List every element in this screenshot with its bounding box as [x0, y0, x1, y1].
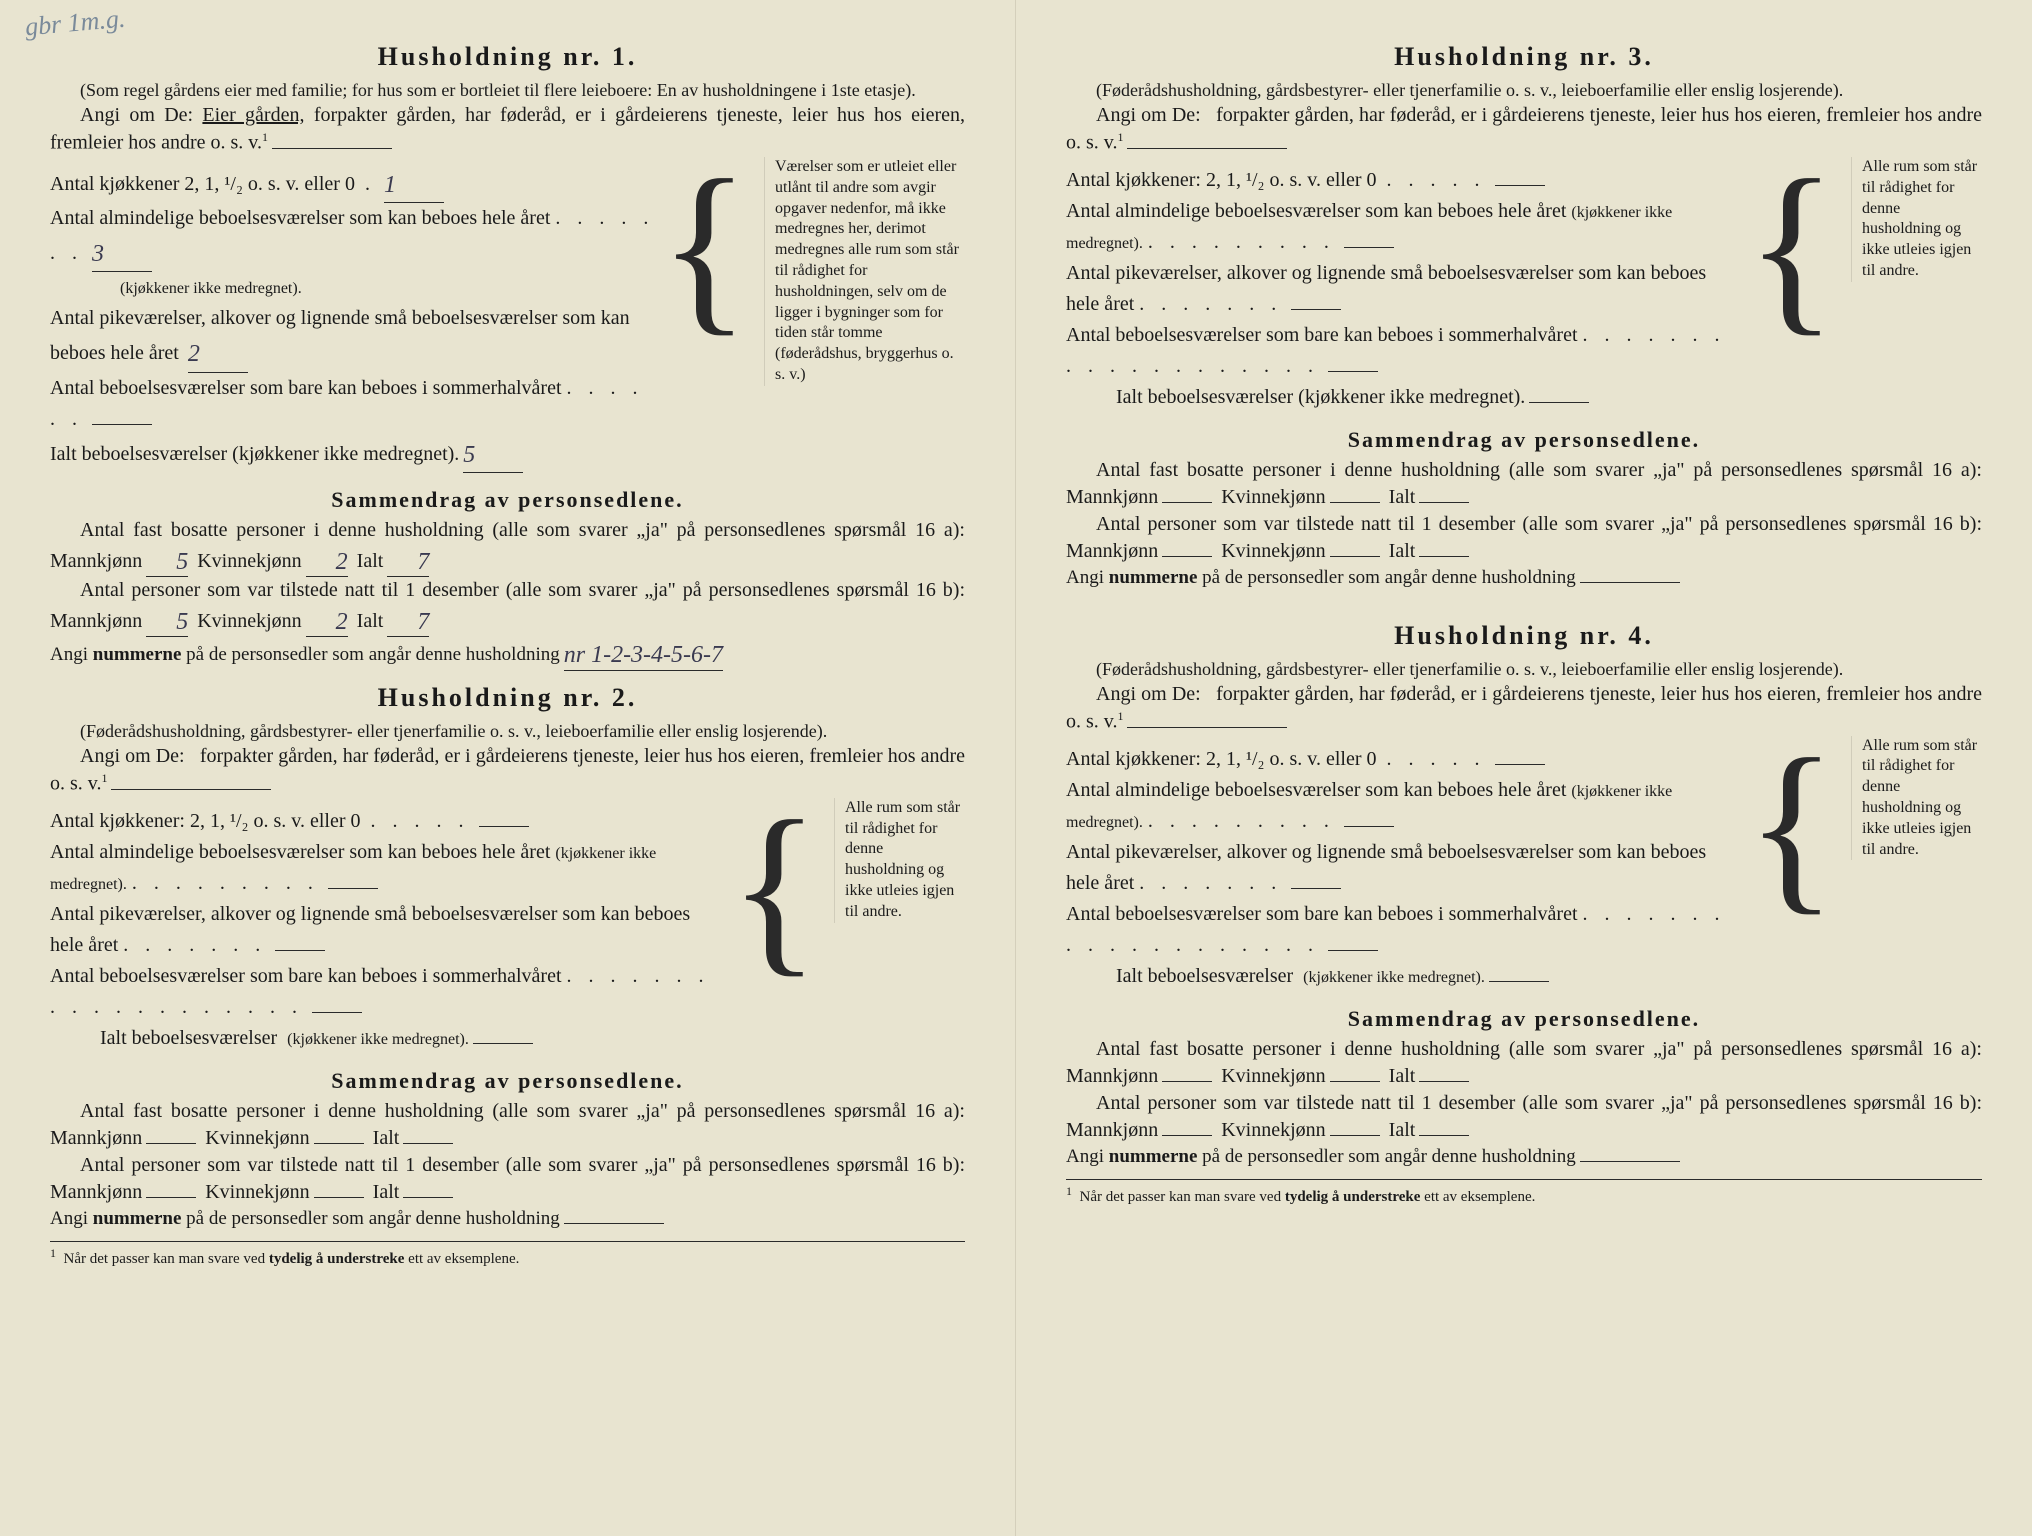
angi-blank-4[interactable] — [1127, 727, 1287, 728]
rooms-year-note: (kjøkkener ikke medregnet). — [120, 280, 302, 297]
nummerne-1: Angi nummerne på de personsedler som ang… — [50, 637, 965, 670]
household-4-title: Husholdning nr. 4. — [1066, 621, 1982, 651]
ialt-label-3: Ialt beboelsesværelser (kjøkkener ikke m… — [1116, 382, 1525, 413]
tilstede-3: Antal personer som var tilstede natt til… — [1066, 511, 1982, 565]
ialt-label-2: Ialt beboelsesværelser — [100, 1023, 277, 1054]
angi-blank-3[interactable] — [1127, 148, 1287, 149]
blank[interactable] — [328, 888, 378, 889]
kitchens-val: 1 — [384, 172, 396, 198]
sup1: 1 — [262, 130, 268, 144]
footnote-right: 1 Når det passer kan man svare ved tydel… — [1066, 1179, 1982, 1206]
rooms-year-label-2: Antal almindelige beboelsesværelser som … — [50, 841, 550, 863]
intro-paren-1: (Som regel gårdens eier med familie; for… — [50, 78, 965, 102]
sammendrag-2: Sammendrag av personsedlene. — [50, 1068, 965, 1094]
summer-blank[interactable] — [92, 424, 152, 425]
summer-label-3: Antal beboelsesværelser som bare kan beb… — [1066, 324, 1578, 346]
blank[interactable] — [1489, 981, 1549, 982]
margin-note: gbr 1m.g. — [24, 4, 127, 43]
fast-bosatte-3: Antal fast bosatte personer i denne hush… — [1066, 457, 1982, 511]
blank[interactable] — [312, 1012, 362, 1013]
blank[interactable] — [1291, 309, 1341, 310]
blank[interactable] — [1495, 764, 1545, 765]
blank[interactable] — [1328, 371, 1378, 372]
angi-underlined: Eier gården, — [202, 104, 304, 126]
footnote-left: 1 Når det passer kan man svare ved tydel… — [50, 1241, 965, 1268]
blank[interactable] — [1291, 888, 1341, 889]
bracket-icon: { — [659, 157, 750, 338]
tilstede-2: Antal personer som var tilstede natt til… — [50, 1152, 965, 1206]
ialt-label-4: Ialt beboelsesværelser — [1116, 961, 1293, 992]
ialt-val: 5 — [463, 442, 475, 468]
blank[interactable] — [1328, 950, 1378, 951]
tilstede-1: Antal personer som var tilstede natt til… — [50, 577, 965, 637]
bracket-icon: { — [1746, 157, 1837, 338]
summer-label: Antal beboelsesværelser som bare kan beb… — [50, 377, 562, 399]
angi-row-4: Angi om De: forpakter gården, har føderå… — [1066, 681, 1982, 736]
kitchens-label-2: Antal kjøkkener: 2, 1, ¹/₂ o. s. v. elle… — [50, 806, 361, 837]
rooms-year-label-3: Antal almindelige beboelsesværelser som … — [1066, 200, 1566, 222]
side-note-4: Alle rum som står til rådighet for denne… — [1851, 736, 1982, 861]
household-2-title: Husholdning nr. 2. — [50, 683, 965, 713]
intro-paren-4: (Føderådshusholdning, gårdsbestyrer- ell… — [1066, 657, 1982, 681]
blank[interactable] — [1529, 402, 1589, 403]
ialt-label: Ialt beboelsesværelser (kjøkkener ikke m… — [50, 439, 459, 470]
kitchens-label: Antal kjøkkener 2, 1, ¹/₂ o. s. v. eller… — [50, 169, 355, 200]
tilstede-4: Antal personer som var tilstede natt til… — [1066, 1090, 1982, 1144]
angi-row-3: Angi om De: forpakter gården, har føderå… — [1066, 102, 1982, 157]
angi-blank[interactable] — [272, 148, 392, 149]
sammendrag-1: Sammendrag av personsedlene. — [50, 487, 965, 513]
summer-label-4: Antal beboelsesværelser som bare kan beb… — [1066, 903, 1578, 925]
side-note-3: Alle rum som står til rådighet for denne… — [1851, 157, 1982, 282]
nummerne-3: Angi nummerne på de personsedler som ang… — [1066, 565, 1982, 591]
side-note-2: Alle rum som står til rådighet for denne… — [834, 798, 965, 923]
angi-label: Angi om De: — [80, 104, 193, 126]
blank[interactable] — [473, 1043, 533, 1044]
intro-paren-2: (Føderådshusholdning, gårdsbestyrer- ell… — [50, 719, 965, 743]
sammendrag-3: Sammendrag av personsedlene. — [1066, 427, 1982, 453]
blank[interactable] — [1344, 247, 1394, 248]
intro-paren-3: (Føderådshusholdning, gårdsbestyrer- ell… — [1066, 78, 1982, 102]
angi-row-2: Angi om De: forpakter gården, har føderå… — [50, 743, 965, 798]
rooms-year-val: 3 — [92, 241, 104, 267]
nummerne-2: Angi nummerne på de personsedler som ang… — [50, 1206, 965, 1232]
household-3-title: Husholdning nr. 3. — [1066, 42, 1982, 72]
angi-blank-2[interactable] — [111, 789, 271, 790]
kitchens-label-3: Antal kjøkkener: 2, 1, ¹/₂ o. s. v. elle… — [1066, 165, 1377, 196]
blank[interactable] — [275, 950, 325, 951]
rooms-year-label: Antal almindelige beboelsesværelser som … — [50, 207, 550, 229]
pike-val: 2 — [188, 341, 200, 367]
blank[interactable] — [479, 826, 529, 827]
angi-row-1: Angi om De: Eier gården, forpakter gårde… — [50, 102, 965, 157]
fast-bosatte-2: Antal fast bosatte personer i denne hush… — [50, 1098, 965, 1152]
sammendrag-4: Sammendrag av personsedlene. — [1066, 1006, 1982, 1032]
blank[interactable] — [1344, 826, 1394, 827]
summer-label-2: Antal beboelsesværelser som bare kan beb… — [50, 965, 562, 987]
blank[interactable] — [1495, 185, 1545, 186]
bracket-icon: { — [1746, 736, 1837, 917]
household-1-title: Husholdning nr. 1. — [50, 42, 965, 72]
side-note-1: Værelser som er utleiet eller utlånt til… — [764, 157, 965, 386]
kitchens-label-4: Antal kjøkkener: 2, 1, ¹/₂ o. s. v. elle… — [1066, 744, 1377, 775]
nummerne-4: Angi nummerne på de personsedler som ang… — [1066, 1144, 1982, 1170]
rooms-year-label-4: Antal almindelige beboelsesværelser som … — [1066, 779, 1566, 801]
pike-label: Antal pikeværelser, alkover og lignende … — [50, 307, 630, 364]
fast-bosatte-1: Antal fast bosatte personer i denne hush… — [50, 517, 965, 577]
bracket-icon: { — [729, 798, 820, 979]
fast-bosatte-4: Antal fast bosatte personer i denne hush… — [1066, 1036, 1982, 1090]
